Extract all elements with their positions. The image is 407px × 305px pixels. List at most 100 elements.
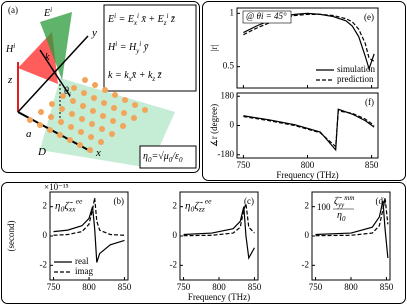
math-part: z̄ — [155, 70, 162, 81]
y-tick-label: 180 — [221, 90, 235, 100]
math-part: / — [171, 151, 176, 162]
particle — [142, 107, 148, 113]
particle — [49, 101, 55, 107]
y-tick-label: 2 — [43, 201, 48, 211]
math-text: k = kx​x̄ + kz​ z̄ — [108, 70, 162, 82]
panel-label: (d) — [376, 196, 387, 206]
math-sub: x — [133, 19, 138, 27]
label-prefix: 100 — [317, 202, 331, 212]
particle — [121, 110, 127, 116]
plot-frame — [236, 92, 379, 159]
math-part: k = — [108, 70, 124, 81]
x-tick-label: 850 — [248, 282, 262, 292]
y-tick-label: 1 — [230, 7, 235, 17]
particle — [59, 106, 65, 112]
particle — [48, 114, 54, 120]
y-axis — [17, 35, 89, 113]
x-tick-label: 800 — [344, 282, 358, 292]
math-base: k — [124, 70, 129, 81]
series-line — [183, 203, 255, 237]
particle — [47, 127, 53, 133]
particle — [37, 122, 43, 128]
math-sup: ee — [76, 196, 83, 205]
y-tick-label: 0 — [43, 230, 48, 240]
math-text: Ei​ = Exi​ x̄ + Ezi​ z̄ — [107, 12, 175, 27]
x-tick-label: 750 — [237, 160, 251, 170]
math-base: H — [128, 42, 137, 53]
math-base: E — [127, 14, 134, 25]
x-axis-label: Frequency (THz) — [276, 170, 338, 180]
particle — [79, 116, 85, 122]
math-sub: 0 — [169, 156, 173, 164]
particle — [91, 95, 97, 101]
particle — [102, 87, 108, 93]
particle — [109, 131, 115, 137]
math-part: y — [91, 27, 97, 39]
series-line — [315, 197, 389, 237]
y-tick-label: 0 — [173, 230, 178, 240]
y-tick-label: 2 — [305, 201, 310, 211]
math-sub: xx — [68, 204, 76, 213]
math-part: = — [117, 42, 129, 53]
x-axis-label: Frequency (THz) — [188, 292, 250, 302]
panel-label: (a) — [8, 5, 18, 15]
math-sub: 0 — [60, 204, 64, 213]
y-tick-label: -2 — [302, 259, 310, 269]
particle — [68, 124, 74, 130]
y-axis-label: ∡r (degree) — [209, 104, 219, 147]
math-base: H — [107, 42, 116, 53]
math-sub: y — [135, 47, 140, 55]
math-text: η0​=√μ0​/ε0​ — [143, 151, 183, 163]
math-text: Ei​ — [43, 6, 52, 20]
math-part: = — [116, 14, 128, 25]
math-sup: i — [137, 12, 139, 20]
particle — [69, 111, 75, 117]
impedance-box — [139, 145, 197, 169]
x-tick-label: 800 — [301, 160, 315, 170]
math-base: η — [143, 151, 148, 162]
particle — [88, 134, 94, 140]
math-text: η0​ζ̃zzee​ — [185, 196, 212, 213]
particle — [132, 102, 138, 108]
math-base: μ — [163, 151, 169, 162]
particle — [92, 82, 98, 88]
y-tick-label: -2 — [170, 259, 178, 269]
particle — [82, 77, 88, 83]
math-sup: i — [13, 42, 15, 50]
particle — [90, 108, 96, 114]
math-text: z — [7, 74, 13, 86]
x-tick-label: 750 — [309, 282, 323, 292]
math-sup: mm — [344, 194, 354, 202]
x-tick-label: 800 — [212, 282, 226, 292]
math-sub: z — [163, 19, 167, 27]
math-part: a — [26, 128, 32, 140]
math-part: x̄ + — [139, 14, 158, 25]
math-base: ε — [175, 151, 179, 162]
particle — [101, 100, 107, 106]
math-text: η0​ζ̃xxee​ — [55, 196, 83, 213]
x-tick-label: 850 — [118, 282, 132, 292]
x-tick-label: 850 — [365, 160, 379, 170]
math-base: θ — [64, 86, 69, 97]
math-sup: i — [139, 40, 141, 48]
particle — [89, 121, 95, 127]
particle — [100, 113, 106, 119]
particle — [111, 105, 117, 111]
math-part: x — [95, 147, 101, 159]
math-text: η0​ — [337, 210, 346, 222]
math-text: D — [37, 146, 46, 158]
math-base: E — [157, 14, 164, 25]
math-sub: yy — [337, 201, 345, 209]
panel-ef-frame — [202, 1, 406, 181]
particle — [131, 115, 137, 121]
math-text: a — [26, 128, 32, 140]
h-field-plane — [18, 32, 58, 84]
annotation-box — [242, 10, 292, 24]
particle — [71, 85, 77, 91]
y-multiplier: ×10⁻¹⁵ — [44, 182, 69, 192]
x-tick-label: 850 — [380, 282, 394, 292]
particle — [70, 98, 76, 104]
math-text: Hi​ = Hyi​ ȳ — [107, 40, 149, 55]
math-base: ζ̃ — [334, 196, 342, 207]
